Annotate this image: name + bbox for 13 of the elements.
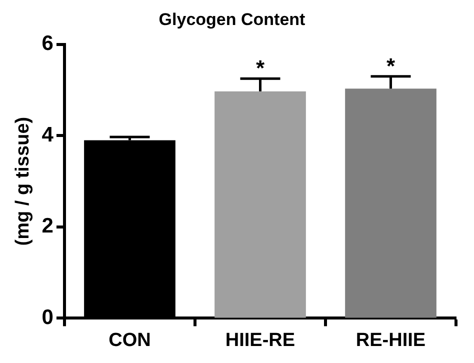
y-tick-label: 6 [42,32,54,56]
bar [345,88,436,318]
y-tick-label: 4 [42,123,54,146]
y-tick-label: 2 [42,214,54,238]
x-tick-label: RE-HIIE [356,330,426,351]
y-tick-label: 0 [42,306,54,329]
x-tick-label: CON [108,330,151,351]
annotation: * [256,56,265,81]
chart-title: Glycogen Content [158,10,306,29]
x-tick-label: HIIE-RE [225,330,296,351]
y-axis-title: (mg / g tissue) [12,116,34,246]
annotation: * [386,53,396,78]
bar [214,91,306,318]
